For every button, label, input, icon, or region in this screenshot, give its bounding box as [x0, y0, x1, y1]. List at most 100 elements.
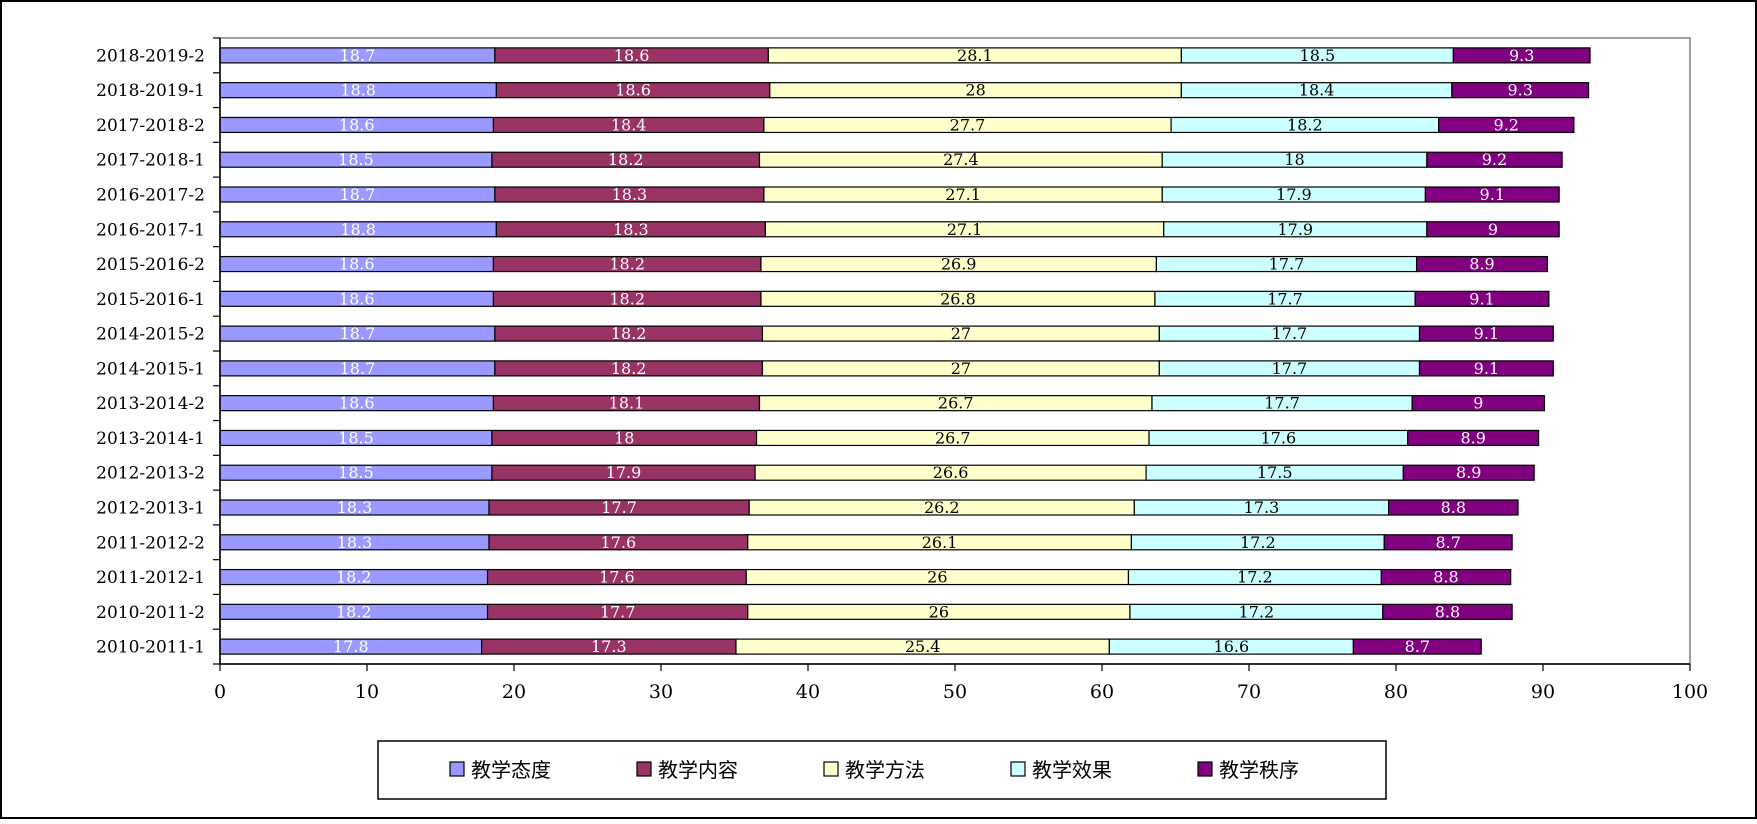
data-label: 26.2 [924, 498, 960, 517]
x-tick-label: 60 [1090, 681, 1114, 703]
category-label: 2016-2017-2 [96, 186, 205, 206]
category-label: 2013-2014-2 [96, 394, 205, 414]
bar-segment [1426, 221, 1560, 238]
data-label: 18.1 [609, 394, 645, 413]
bar-segment [1352, 638, 1482, 655]
category-label: 2018-2019-1 [96, 81, 205, 101]
x-tick-label: 10 [355, 681, 379, 703]
legend-label: 教学秩序 [1219, 758, 1299, 782]
data-label: 18.2 [336, 602, 372, 621]
data-label: 18 [1284, 150, 1304, 169]
category-label: 2017-2018-2 [96, 116, 205, 136]
data-label: 26 [929, 602, 949, 621]
data-label: 18.6 [339, 289, 375, 308]
data-label: 25.4 [905, 637, 941, 656]
data-label: 18.2 [608, 150, 644, 169]
data-label: 27 [951, 324, 971, 343]
bar-segment [1415, 255, 1549, 273]
x-tick-label: 50 [943, 681, 967, 703]
data-label: 26.9 [941, 255, 977, 274]
data-label: 17.6 [1261, 428, 1297, 447]
bar-segment [1438, 116, 1575, 134]
data-label: 26.1 [922, 533, 958, 552]
data-label: 27 [951, 359, 971, 378]
data-label: 18.6 [339, 255, 375, 274]
bar-segment [1382, 603, 1513, 620]
bar-segment [1414, 290, 1550, 307]
data-label: 8.9 [1456, 463, 1481, 482]
bar-segment [1418, 360, 1554, 377]
data-label: 18.6 [339, 115, 375, 134]
data-label: 18.5 [338, 463, 374, 482]
data-label: 18.3 [613, 220, 649, 239]
data-labels-group: 18.7 18.6 28.1 18.5 9.3 18.8 18.6 28 18.4 9.3 18.6… [333, 46, 1534, 656]
data-label: 18.3 [337, 533, 373, 552]
bar-segment [1380, 568, 1512, 586]
data-label: 18.7 [340, 46, 376, 65]
data-label: 17.9 [1276, 185, 1312, 204]
bar-segment [1411, 395, 1546, 412]
data-label: 17.3 [1244, 498, 1280, 517]
data-label: 17.2 [1239, 602, 1275, 621]
data-label: 17.6 [599, 568, 635, 587]
data-label: 18.8 [340, 220, 376, 239]
data-label: 9 [1473, 394, 1483, 413]
data-label: 18.5 [1300, 46, 1336, 65]
data-label: 9.2 [1482, 150, 1507, 169]
data-label: 8.7 [1435, 533, 1460, 552]
data-label: 17.8 [333, 637, 369, 656]
data-label: 17.5 [1257, 463, 1293, 482]
category-label: 2013-2014-1 [96, 429, 205, 449]
data-label: 9.1 [1480, 185, 1505, 204]
data-label: 17.3 [591, 637, 627, 656]
data-label: 18.3 [337, 498, 373, 517]
x-tick-label: 90 [1531, 681, 1555, 703]
category-label: 2011-2012-2 [96, 533, 205, 553]
axes-group: 2018-2019-2 2018-2019-1 2017-2018-2 2017-20… [96, 37, 1708, 703]
data-label: 18.4 [611, 115, 647, 134]
data-label: 9.3 [1509, 46, 1534, 65]
data-label: 18.7 [340, 359, 376, 378]
legend-box [377, 740, 1387, 800]
legend-swatch [636, 761, 652, 777]
data-label: 18.5 [338, 428, 374, 447]
data-label: 17.7 [1272, 324, 1308, 343]
category-label: 2010-2011-2 [96, 603, 205, 623]
plot-area [219, 37, 1691, 665]
data-label: 27.1 [945, 185, 981, 204]
legend-label: 教学态度 [471, 758, 551, 782]
data-label: 28 [965, 81, 985, 100]
data-label: 18.2 [609, 255, 645, 274]
bar-segment [1424, 186, 1560, 203]
category-label: 2010-2011-1 [96, 638, 205, 658]
bar-segment [1407, 429, 1540, 447]
x-tick-label: 80 [1384, 681, 1408, 703]
data-label: 18.2 [1287, 115, 1323, 134]
data-label: 8.7 [1405, 637, 1430, 656]
legend: 教学态度 教学内容 教学方法 教学效果 教学秩序 [377, 740, 1387, 800]
data-label: 16.6 [1214, 637, 1250, 656]
data-label: 18 [614, 428, 634, 447]
data-label: 9.3 [1507, 81, 1532, 100]
data-label: 18.3 [612, 185, 648, 204]
x-tick-label: 70 [1237, 681, 1261, 703]
data-label: 9.1 [1469, 289, 1494, 308]
data-label: 18.6 [614, 46, 650, 65]
data-label: 9.1 [1474, 359, 1499, 378]
data-label: 8.8 [1435, 602, 1460, 621]
data-label: 18.5 [338, 150, 374, 169]
data-label: 28.1 [957, 46, 993, 65]
bar-segment [1388, 499, 1519, 516]
category-label: 2015-2016-2 [96, 255, 205, 275]
data-label: 27.4 [943, 150, 979, 169]
data-label: 18.6 [615, 81, 651, 100]
data-label: 26.7 [935, 428, 971, 447]
data-label: 8.8 [1433, 568, 1458, 587]
category-label: 2018-2019-2 [96, 46, 205, 66]
data-label: 18.2 [609, 289, 645, 308]
data-label: 17.2 [1240, 533, 1276, 552]
legend-label: 教学方法 [845, 758, 925, 782]
data-label: 18.2 [611, 359, 647, 378]
